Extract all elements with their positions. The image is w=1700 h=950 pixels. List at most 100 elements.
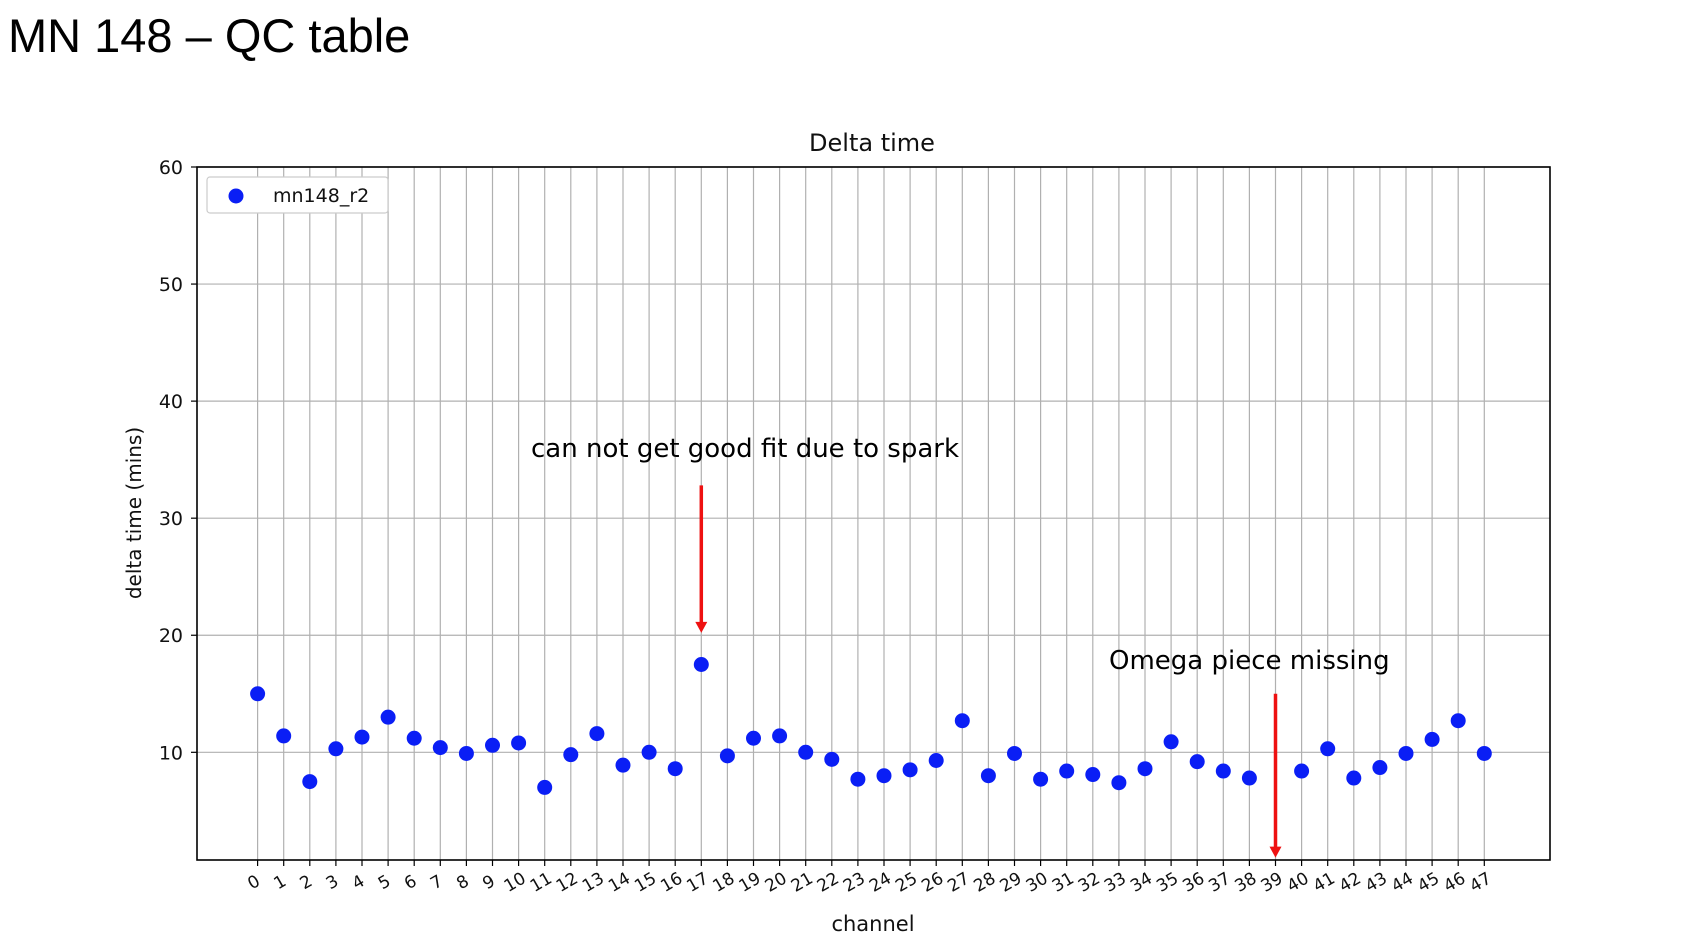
data-point bbox=[485, 737, 500, 753]
plot-frame bbox=[196, 166, 1551, 861]
data-point bbox=[928, 752, 944, 768]
data-point bbox=[328, 741, 344, 757]
x-tick-label: 2 bbox=[297, 871, 316, 894]
x-tick-label: 24 bbox=[866, 869, 895, 897]
x-tick-label: 42 bbox=[1336, 869, 1365, 897]
data-point bbox=[537, 779, 553, 795]
data-points bbox=[250, 657, 1492, 795]
data-point bbox=[1346, 770, 1362, 786]
data-point bbox=[954, 713, 970, 729]
x-tick-label: 39 bbox=[1258, 869, 1287, 897]
x-tick-label: 37 bbox=[1205, 869, 1234, 897]
y-tick-label: 10 bbox=[159, 742, 183, 764]
y-tick-label: 50 bbox=[159, 274, 183, 296]
x-tick-label: 15 bbox=[631, 869, 660, 897]
chart-title: Delta time bbox=[809, 129, 935, 157]
x-tick-label: 3 bbox=[323, 871, 342, 894]
x-tick-label: 17 bbox=[683, 869, 712, 897]
x-tick-label: 23 bbox=[840, 869, 869, 897]
data-point bbox=[1163, 734, 1179, 750]
data-point bbox=[302, 774, 318, 790]
x-tick-label: 29 bbox=[997, 869, 1026, 897]
x-tick-label: 19 bbox=[736, 869, 765, 897]
annotation-spark: can not get good fit due to spark bbox=[531, 434, 960, 464]
x-tick-label: 25 bbox=[892, 869, 921, 897]
x-tick-label: 14 bbox=[605, 869, 634, 897]
axis-ticks: 0 1 2 3 4 5 6 7 8 9 101112131415161718192021222324… bbox=[159, 157, 1495, 897]
x-tick-label: 31 bbox=[1049, 869, 1078, 897]
x-tick-label: 41 bbox=[1310, 869, 1339, 897]
x-tick-label: 6 bbox=[401, 871, 420, 894]
x-tick-label: 30 bbox=[1023, 869, 1052, 897]
x-tick-label: 32 bbox=[1075, 869, 1104, 897]
x-tick-label: 22 bbox=[814, 869, 843, 897]
data-point bbox=[693, 657, 709, 673]
data-point bbox=[1215, 763, 1231, 779]
x-tick-label: 10 bbox=[501, 869, 530, 897]
x-tick-label: 18 bbox=[710, 869, 739, 897]
x-tick-label: 20 bbox=[762, 869, 791, 897]
data-point bbox=[1294, 763, 1310, 779]
x-tick-label: 12 bbox=[553, 869, 582, 897]
data-point bbox=[511, 735, 527, 751]
data-point bbox=[250, 686, 266, 702]
x-tick-label: 33 bbox=[1101, 869, 1130, 897]
data-point bbox=[432, 740, 448, 756]
x-tick-label: 13 bbox=[579, 869, 608, 897]
x-tick-label: 35 bbox=[1153, 869, 1182, 897]
data-point bbox=[1450, 713, 1466, 729]
x-tick-label: 8 bbox=[453, 871, 472, 894]
x-tick-label: 46 bbox=[1440, 869, 1469, 897]
data-point bbox=[746, 730, 761, 746]
data-point bbox=[354, 729, 370, 745]
x-tick-label: 0 bbox=[244, 871, 263, 894]
x-tick-label: 9 bbox=[479, 871, 498, 894]
legend-box bbox=[206, 176, 389, 214]
data-point bbox=[1241, 770, 1257, 786]
data-point bbox=[1372, 760, 1388, 776]
data-point bbox=[667, 761, 683, 777]
grid bbox=[197, 166, 1550, 860]
x-tick-label: 45 bbox=[1414, 869, 1443, 897]
x-tick-label: 44 bbox=[1388, 869, 1417, 897]
x-tick-label: 36 bbox=[1179, 869, 1208, 897]
x-tick-label: 43 bbox=[1362, 869, 1391, 897]
y-tick-label: 20 bbox=[159, 625, 183, 647]
data-point bbox=[458, 745, 474, 761]
x-tick-label: 16 bbox=[657, 869, 686, 897]
data-point bbox=[1424, 731, 1440, 747]
x-tick-label: 26 bbox=[918, 869, 947, 897]
data-point bbox=[719, 748, 735, 764]
data-point bbox=[1007, 745, 1022, 761]
annotation-arrow-head bbox=[695, 621, 708, 633]
data-point bbox=[276, 728, 292, 744]
data-point bbox=[1398, 745, 1414, 761]
data-point bbox=[1033, 771, 1049, 787]
data-point bbox=[406, 730, 422, 746]
data-point bbox=[798, 744, 814, 760]
data-point bbox=[1137, 761, 1153, 777]
y-tick-label: 40 bbox=[159, 391, 183, 413]
x-tick-label: 47 bbox=[1466, 869, 1495, 897]
x-tick-label: 27 bbox=[944, 869, 973, 897]
x-tick-label: 5 bbox=[375, 871, 394, 894]
data-point bbox=[850, 771, 866, 787]
legend-label: mn148_r2 bbox=[273, 185, 369, 207]
data-point bbox=[589, 726, 605, 742]
x-tick-label: 34 bbox=[1127, 869, 1156, 897]
data-point bbox=[1085, 767, 1101, 783]
y-tick-label: 60 bbox=[159, 157, 183, 179]
x-tick-label: 4 bbox=[349, 871, 368, 894]
data-point bbox=[1476, 745, 1492, 761]
x-tick-label: 40 bbox=[1284, 869, 1313, 897]
data-point bbox=[1320, 741, 1336, 757]
slide-title: MN 148 – QC table bbox=[8, 9, 411, 62]
annotation-arrow-head bbox=[1269, 846, 1282, 858]
data-point bbox=[1059, 763, 1075, 779]
x-tick-label: 1 bbox=[271, 871, 290, 894]
data-point bbox=[876, 768, 892, 784]
legend-marker bbox=[228, 188, 244, 204]
x-tick-label: 21 bbox=[788, 869, 817, 897]
y-axis-label: delta time (mins) bbox=[122, 427, 146, 599]
